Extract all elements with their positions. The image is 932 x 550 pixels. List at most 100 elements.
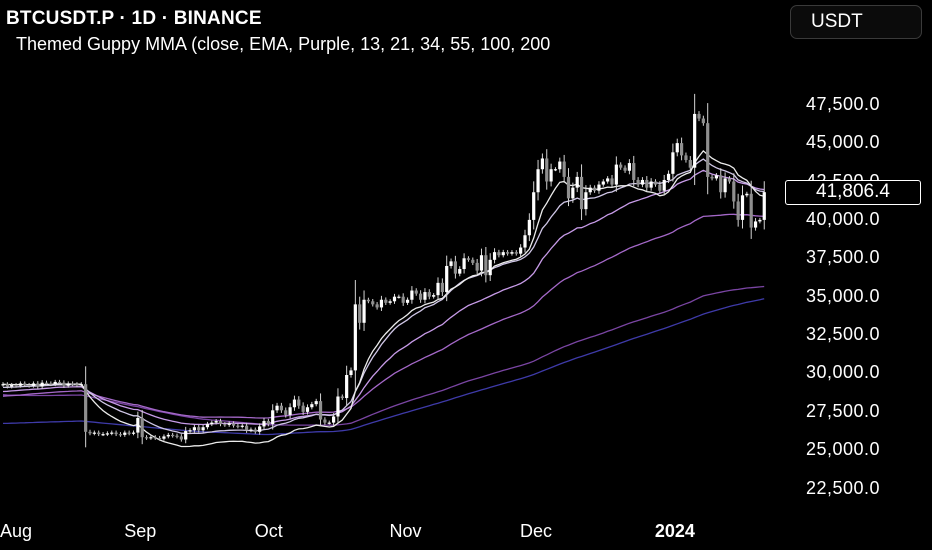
candle <box>614 156 618 192</box>
candle <box>436 277 440 301</box>
candle <box>345 365 349 407</box>
candle <box>475 258 479 275</box>
candle <box>66 381 70 388</box>
price-tick: 37,500.0 <box>806 247 881 268</box>
candle <box>549 163 553 187</box>
candle <box>31 381 36 388</box>
candle <box>593 185 597 193</box>
candle <box>127 430 131 436</box>
candle <box>527 213 531 242</box>
candle <box>10 382 14 389</box>
price-tick: 45,000.0 <box>806 132 881 153</box>
candle <box>231 421 236 428</box>
candle <box>79 382 83 387</box>
candle <box>732 173 736 209</box>
candle <box>440 278 444 297</box>
candle <box>340 394 344 400</box>
candle <box>597 181 601 194</box>
candle <box>510 250 514 256</box>
candle <box>727 176 732 184</box>
candle <box>297 396 301 409</box>
candle <box>379 295 384 311</box>
candle <box>305 404 310 415</box>
candle <box>253 427 257 434</box>
candle <box>236 423 240 429</box>
candle <box>488 253 492 282</box>
candle <box>706 103 710 195</box>
candle <box>44 380 49 386</box>
candle <box>579 164 584 221</box>
candle <box>136 411 140 439</box>
candle <box>745 191 749 198</box>
candle <box>501 249 505 258</box>
candle <box>371 298 375 307</box>
candle <box>375 302 379 310</box>
candle <box>18 381 22 388</box>
candle <box>1 382 5 387</box>
candle <box>514 250 518 256</box>
candle <box>601 179 605 187</box>
candle <box>506 250 510 256</box>
candle <box>245 422 249 433</box>
candle <box>75 382 79 387</box>
candle <box>332 413 336 426</box>
candle <box>736 193 740 227</box>
candle <box>523 229 527 253</box>
candle <box>162 434 166 441</box>
price-tick: 22,500.0 <box>806 477 881 498</box>
ema-13-line <box>2 149 765 448</box>
candle <box>188 428 192 433</box>
candle <box>210 420 214 427</box>
candle <box>366 297 370 304</box>
date-tick: Oct <box>254 521 283 541</box>
candle <box>710 174 714 181</box>
candle <box>153 435 157 440</box>
candle <box>658 181 662 194</box>
candle <box>645 176 649 192</box>
candle <box>349 367 353 378</box>
candle <box>484 246 488 283</box>
candle <box>662 174 666 196</box>
candle <box>57 379 62 385</box>
candle <box>653 179 658 187</box>
candle <box>558 157 562 173</box>
candle <box>388 299 392 305</box>
candle <box>323 417 327 425</box>
candle <box>419 290 423 303</box>
candle <box>471 257 475 266</box>
candle <box>84 366 88 448</box>
candle <box>171 432 175 438</box>
symbol-title[interactable]: BTCUSDT.P · 1D · BINANCE <box>6 8 262 29</box>
candle <box>336 388 340 424</box>
candle <box>666 170 671 184</box>
candle <box>701 115 705 126</box>
candle <box>175 433 179 439</box>
candle <box>714 173 718 181</box>
indicator-legend[interactable]: Themed Guppy MMA (close, EMA, Purple, 13… <box>16 34 551 54</box>
candle <box>14 382 18 388</box>
candle <box>566 168 571 207</box>
candle <box>640 177 645 188</box>
candle <box>671 143 675 182</box>
currency-button[interactable]: USDT <box>790 5 922 39</box>
candle <box>553 167 558 172</box>
candle <box>693 93 697 186</box>
candle <box>284 407 288 418</box>
candle <box>288 403 292 419</box>
price-tick: 27,500.0 <box>806 400 881 421</box>
candle <box>88 429 92 436</box>
candle <box>5 382 9 389</box>
candle <box>144 435 149 440</box>
candle <box>623 165 627 173</box>
candle <box>227 421 231 427</box>
candle <box>131 430 136 436</box>
candle <box>327 420 331 425</box>
candle <box>279 402 283 413</box>
candle <box>749 180 753 239</box>
candle <box>384 297 388 305</box>
candle <box>314 398 318 407</box>
candle <box>36 381 40 389</box>
candle <box>458 266 462 277</box>
candle <box>292 395 297 411</box>
